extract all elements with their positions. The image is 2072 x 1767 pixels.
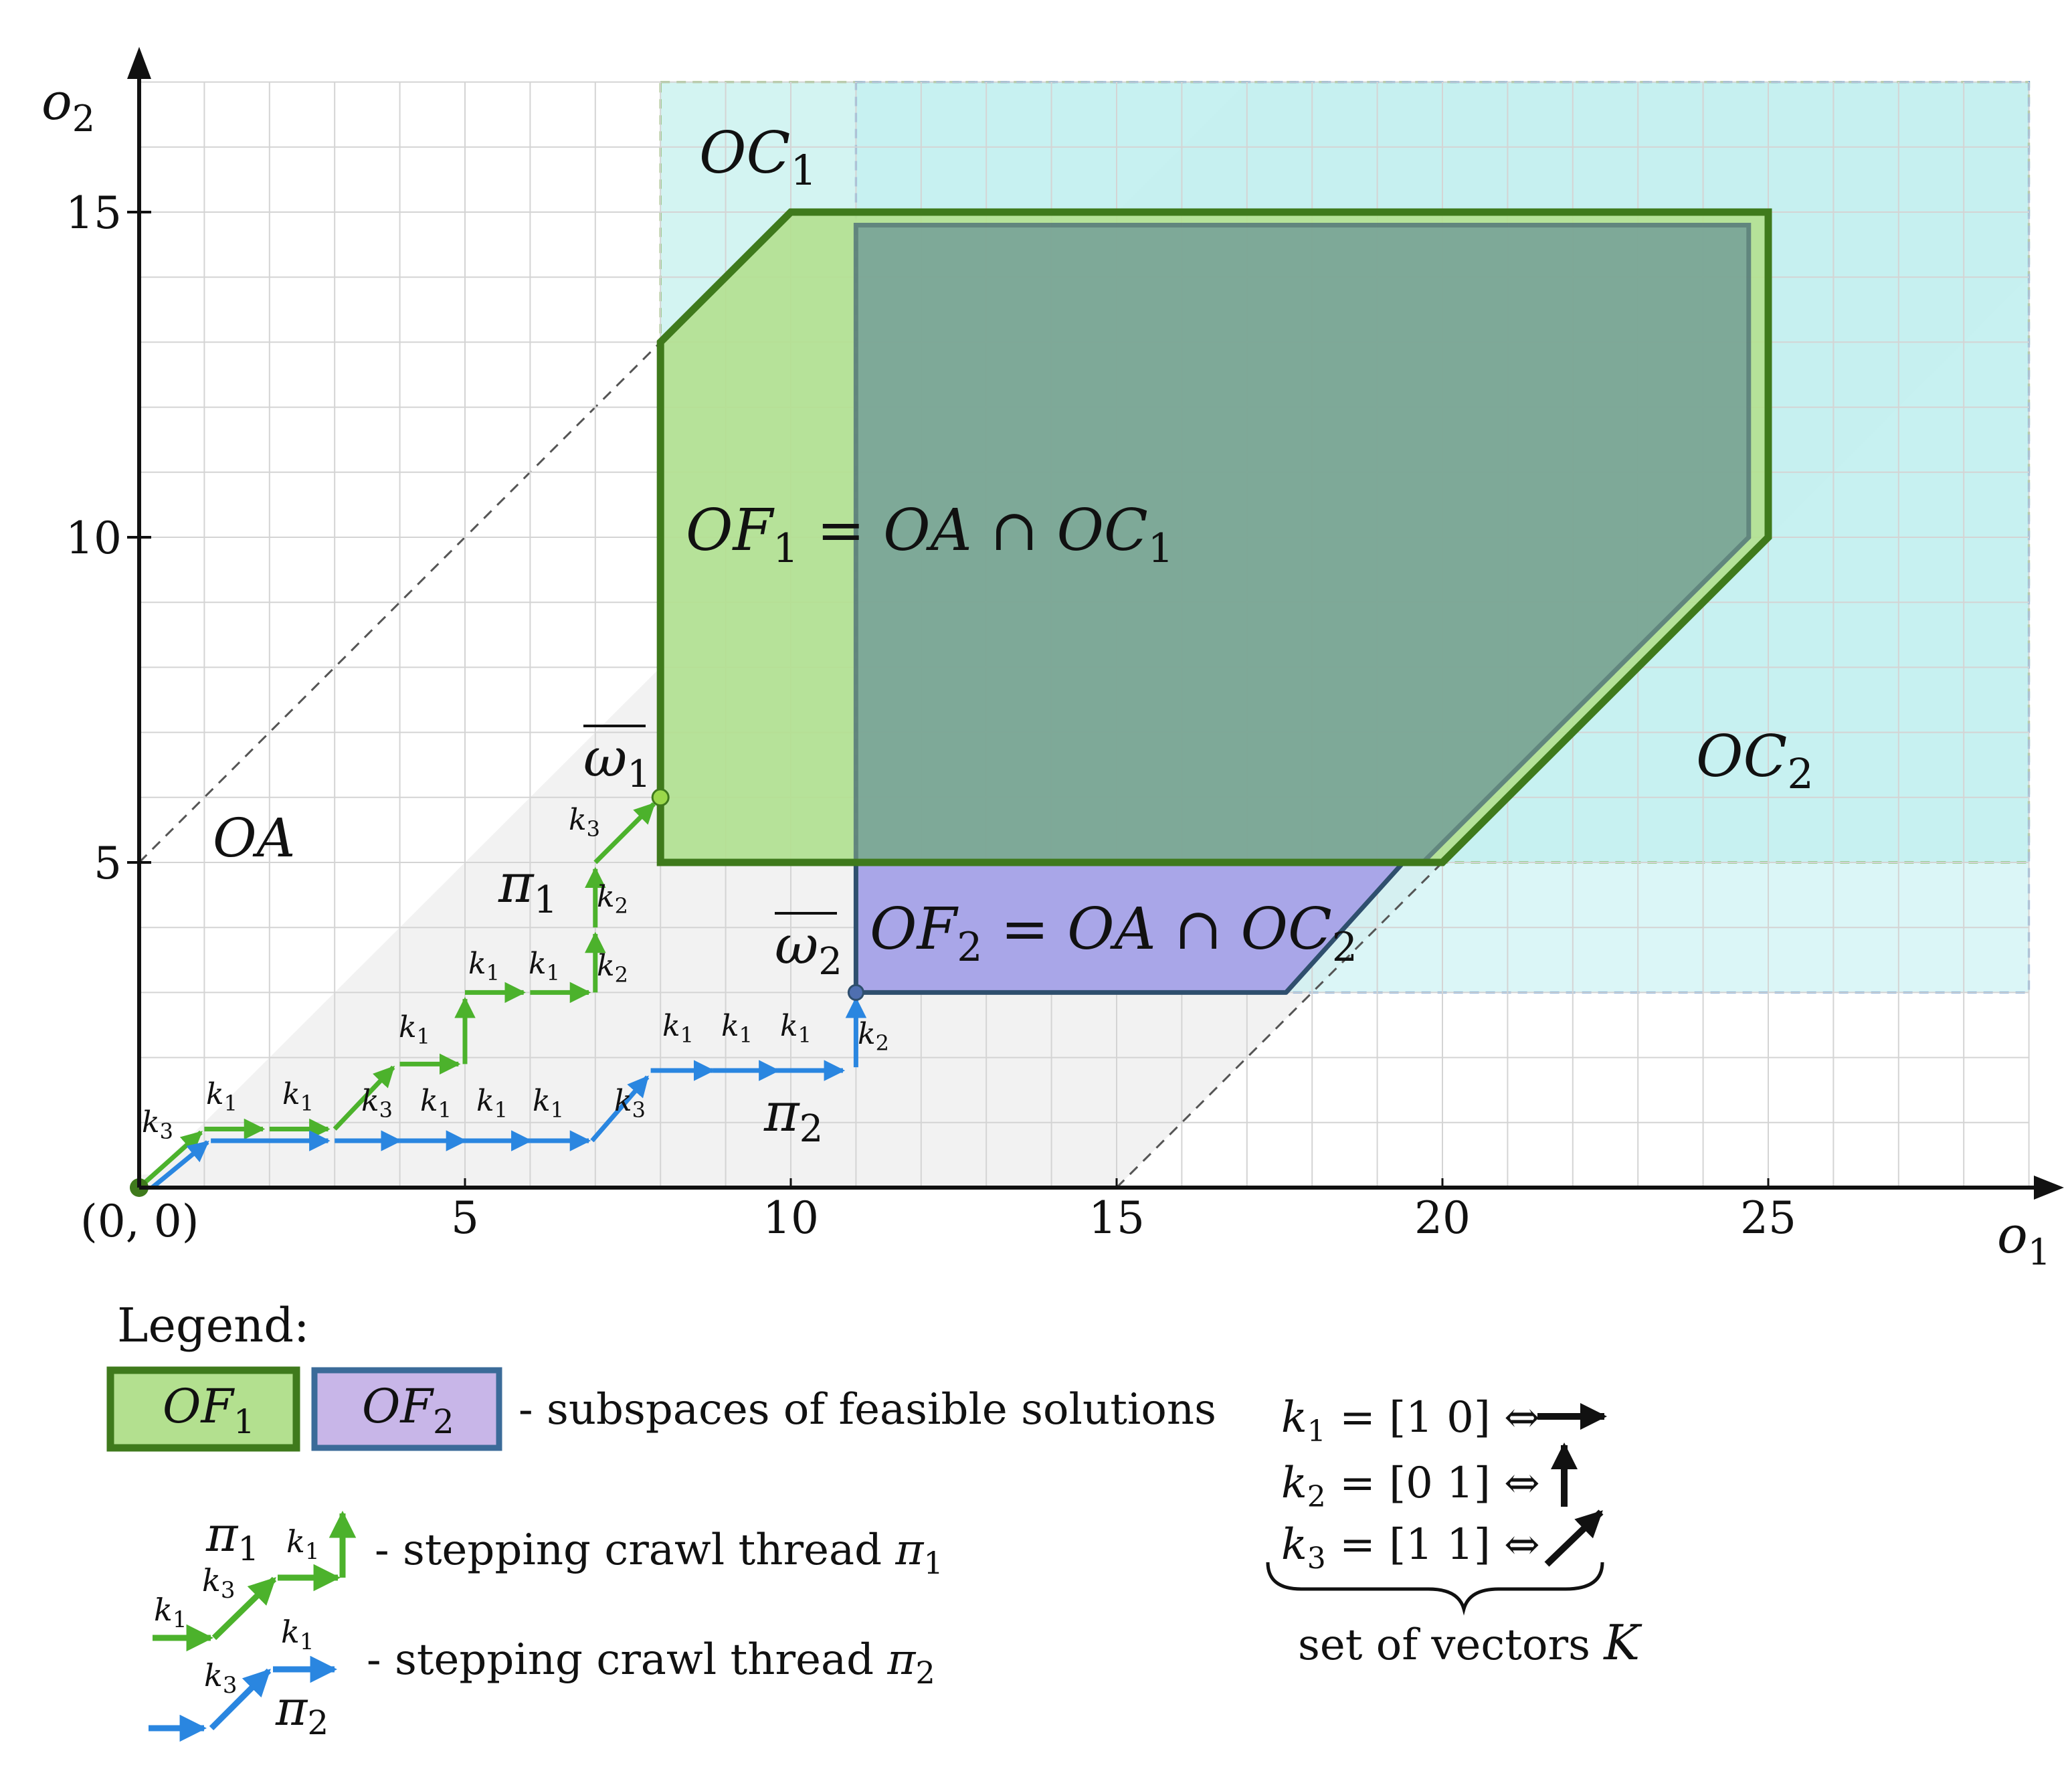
of1-outline	[656, 208, 1772, 866]
legend-k1a: k1	[154, 1592, 187, 1633]
of2-equation: OF2 = OA ∩ OC2	[870, 896, 1357, 971]
y-axis-arrow	[127, 47, 151, 79]
y-tick-label: 5	[94, 838, 122, 889]
step-label-k3: k3	[569, 803, 600, 842]
k1-definition: k1 = [1 0] ⇔	[1281, 1393, 1540, 1449]
x-tick-label: 10	[763, 1192, 819, 1244]
step-label-k2: k2	[597, 949, 628, 988]
step-label-k1: k1	[662, 1009, 694, 1048]
k3-vector-arrow	[1544, 1509, 1604, 1567]
step-label-k1: k1	[420, 1084, 452, 1123]
feasible-subspaces	[656, 208, 1772, 995]
y-tick-label: 10	[66, 513, 122, 564]
x-tick-label: 25	[1740, 1192, 1796, 1244]
x-axis-label: o1	[1997, 1205, 2051, 1273]
w1-label: ω1	[583, 727, 651, 796]
k3-definition: k3 = [1 1] ⇔	[1281, 1520, 1540, 1576]
legend-k3b: k3	[204, 1657, 238, 1699]
step-label-k1: k1	[206, 1077, 238, 1116]
legend-thread2-text: - stepping crawl thread π2	[367, 1635, 935, 1691]
origin-label: (0, 0)	[80, 1196, 199, 1247]
pi1-step	[333, 1065, 395, 1131]
w2-label: ω2	[775, 914, 842, 984]
legend-thread2-sample	[149, 1655, 338, 1742]
legend-k3a: k3	[202, 1562, 236, 1604]
x-tick-label: 5	[451, 1192, 479, 1244]
step-label-k1: k1	[476, 1084, 508, 1123]
y-tick-label: 15	[66, 187, 122, 239]
step-label-k1: k1	[533, 1084, 564, 1123]
x-axis-arrow	[2034, 1176, 2064, 1200]
legend-title: Legend:	[117, 1298, 310, 1353]
pi1-step	[593, 802, 656, 864]
x-tick-labels: 5 10 15 20 25	[451, 1192, 1796, 1244]
step-label-k3: k3	[361, 1084, 393, 1123]
x-tick-label: 15	[1089, 1192, 1145, 1244]
step-label-k1: k1	[282, 1077, 314, 1116]
step-label-k1: k1	[529, 947, 560, 986]
oa-label: OA	[213, 807, 295, 869]
y-tick-labels: 5 10 15	[66, 187, 122, 889]
k2-definition: k2 = [0 1] ⇔	[1281, 1459, 1540, 1514]
legend-of2-label: OF2	[362, 1379, 454, 1441]
legend-k1c: k1	[281, 1614, 314, 1655]
legend-thread1-text: - stepping crawl thread π1	[375, 1525, 943, 1581]
oa-boundary-upper	[138, 341, 662, 864]
crawl-threads	[130, 788, 867, 1197]
legend-of1-swatch	[106, 1366, 300, 1452]
step-label-k1: k1	[399, 1010, 430, 1049]
oa-boundary-lower	[1115, 861, 1444, 1189]
step-label-k1: k1	[721, 1009, 753, 1048]
step-label-k1: k1	[780, 1009, 812, 1048]
oc2-label: OC2	[1696, 723, 1814, 798]
step-label-k3: k3	[614, 1084, 646, 1123]
pi2-step	[151, 1140, 209, 1190]
w2-point	[847, 984, 864, 1001]
legend-thread1-sample	[153, 1510, 357, 1652]
vectors-brace	[1266, 1562, 1604, 1616]
legend-pi2-symbol: π2	[275, 1680, 328, 1742]
legend-subspaces-text: - subspaces of feasible solutions	[519, 1385, 1216, 1434]
y-axis-label: o2	[41, 72, 95, 140]
legend: Legend: OF1 OF2 - subspaces of feasible …	[106, 1298, 1642, 1742]
oc1-label: OC1	[699, 120, 817, 195]
w1-point	[651, 788, 670, 807]
step-label-k3: k3	[142, 1105, 173, 1144]
legend-pi1-symbol: π1	[205, 1506, 259, 1568]
legend-k1b: k1	[286, 1523, 320, 1565]
legend-of2-swatch	[311, 1367, 502, 1451]
step-label-k1: k1	[468, 947, 500, 986]
x-tick-label: 20	[1414, 1192, 1471, 1244]
axes	[127, 47, 2064, 1200]
pi1-label: π1	[498, 852, 557, 922]
step-label-k2: k2	[858, 1017, 889, 1056]
vectors-caption: set of vectors K	[1298, 1614, 1642, 1671]
of1-equation: OF1 = OA ∩ OC1	[686, 497, 1173, 572]
oa-base	[139, 1174, 1117, 1188]
pi2-step	[590, 1075, 650, 1143]
pi2-label: π2	[763, 1081, 823, 1151]
step-label-k2: k2	[597, 880, 628, 919]
legend-of1-label: OF1	[163, 1379, 255, 1441]
